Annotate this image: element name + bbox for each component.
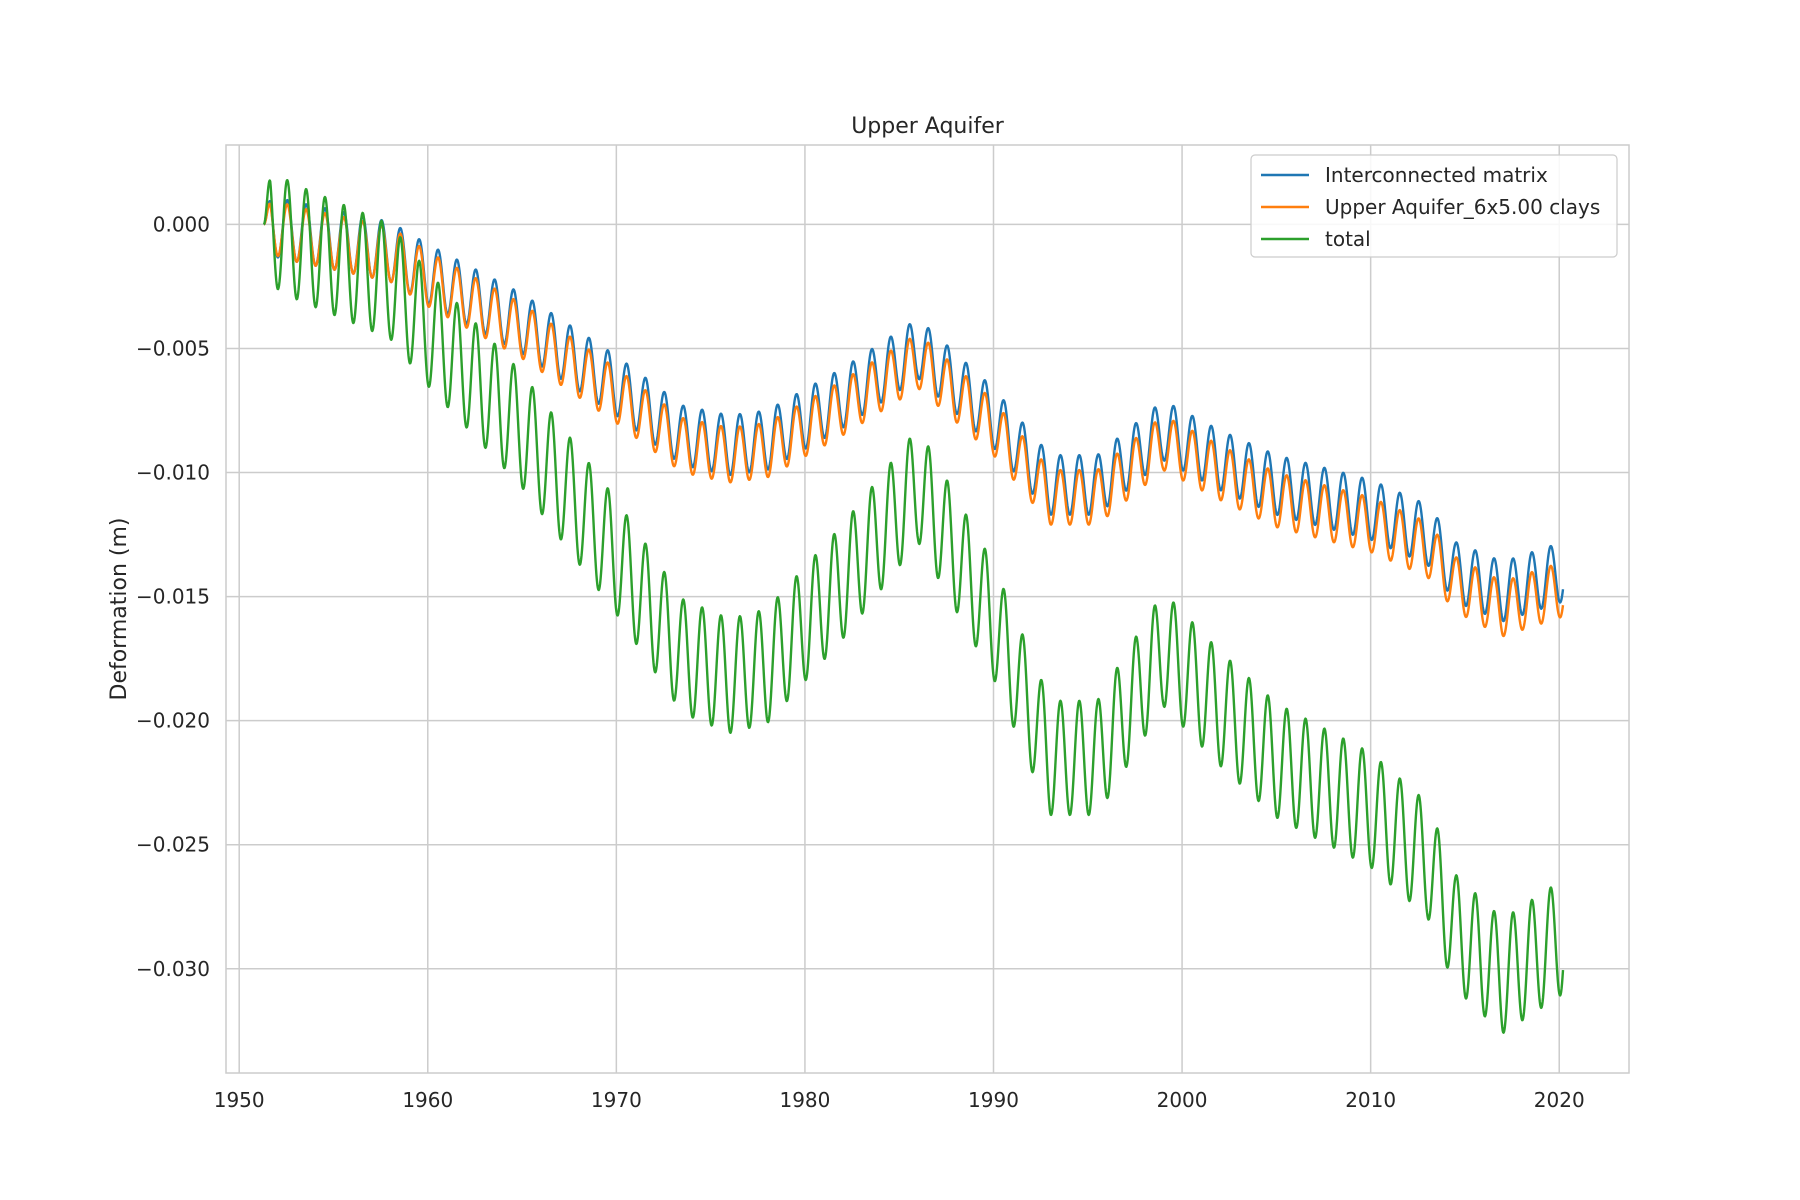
y-tick-label: −0.020 <box>136 709 210 733</box>
y-tick-label: −0.015 <box>136 585 210 609</box>
x-axis: 1950 1960 1970 1980 1990 2000 2010 2020 <box>214 1088 1585 1112</box>
x-tick-label: 2020 <box>1534 1088 1585 1112</box>
x-tick-label: 1980 <box>779 1088 830 1112</box>
y-axis: 0.000 −0.005 −0.010 −0.015 −0.020 −0.025 −0.03… <box>136 212 210 980</box>
legend-label: Upper Aquifer_6x5.00 clays <box>1325 195 1600 219</box>
y-tick-label: −0.005 <box>136 336 210 360</box>
y-tick-label: 0.000 <box>153 212 210 236</box>
series-line-2 <box>262 178 1565 1034</box>
grid <box>226 145 1629 1073</box>
legend-box <box>1250 154 1618 258</box>
plot-frame <box>225 144 1630 1074</box>
legend-label: Interconnected matrix <box>1325 163 1548 187</box>
x-tick-label: 2010 <box>1345 1088 1396 1112</box>
series-line-1 <box>262 202 1565 638</box>
y-tick-label: −0.010 <box>136 461 210 485</box>
chart-title: Upper Aquifer <box>851 114 1005 139</box>
x-tick-label: 1950 <box>214 1088 265 1112</box>
x-tick-label: 1960 <box>402 1088 453 1112</box>
y-tick-label: −0.025 <box>136 833 210 857</box>
y-axis-label: Deformation (m) <box>107 518 132 701</box>
legend-label: total <box>1325 227 1371 251</box>
y-tick-label: −0.030 <box>136 957 210 981</box>
legend: Interconnected matrix Upper Aquifer_6x5.0… <box>1250 154 1618 258</box>
x-tick-label: 1990 <box>968 1088 1019 1112</box>
series-layer <box>262 178 1565 1034</box>
x-tick-label: 1970 <box>591 1088 642 1112</box>
x-tick-label: 2000 <box>1157 1088 1208 1112</box>
